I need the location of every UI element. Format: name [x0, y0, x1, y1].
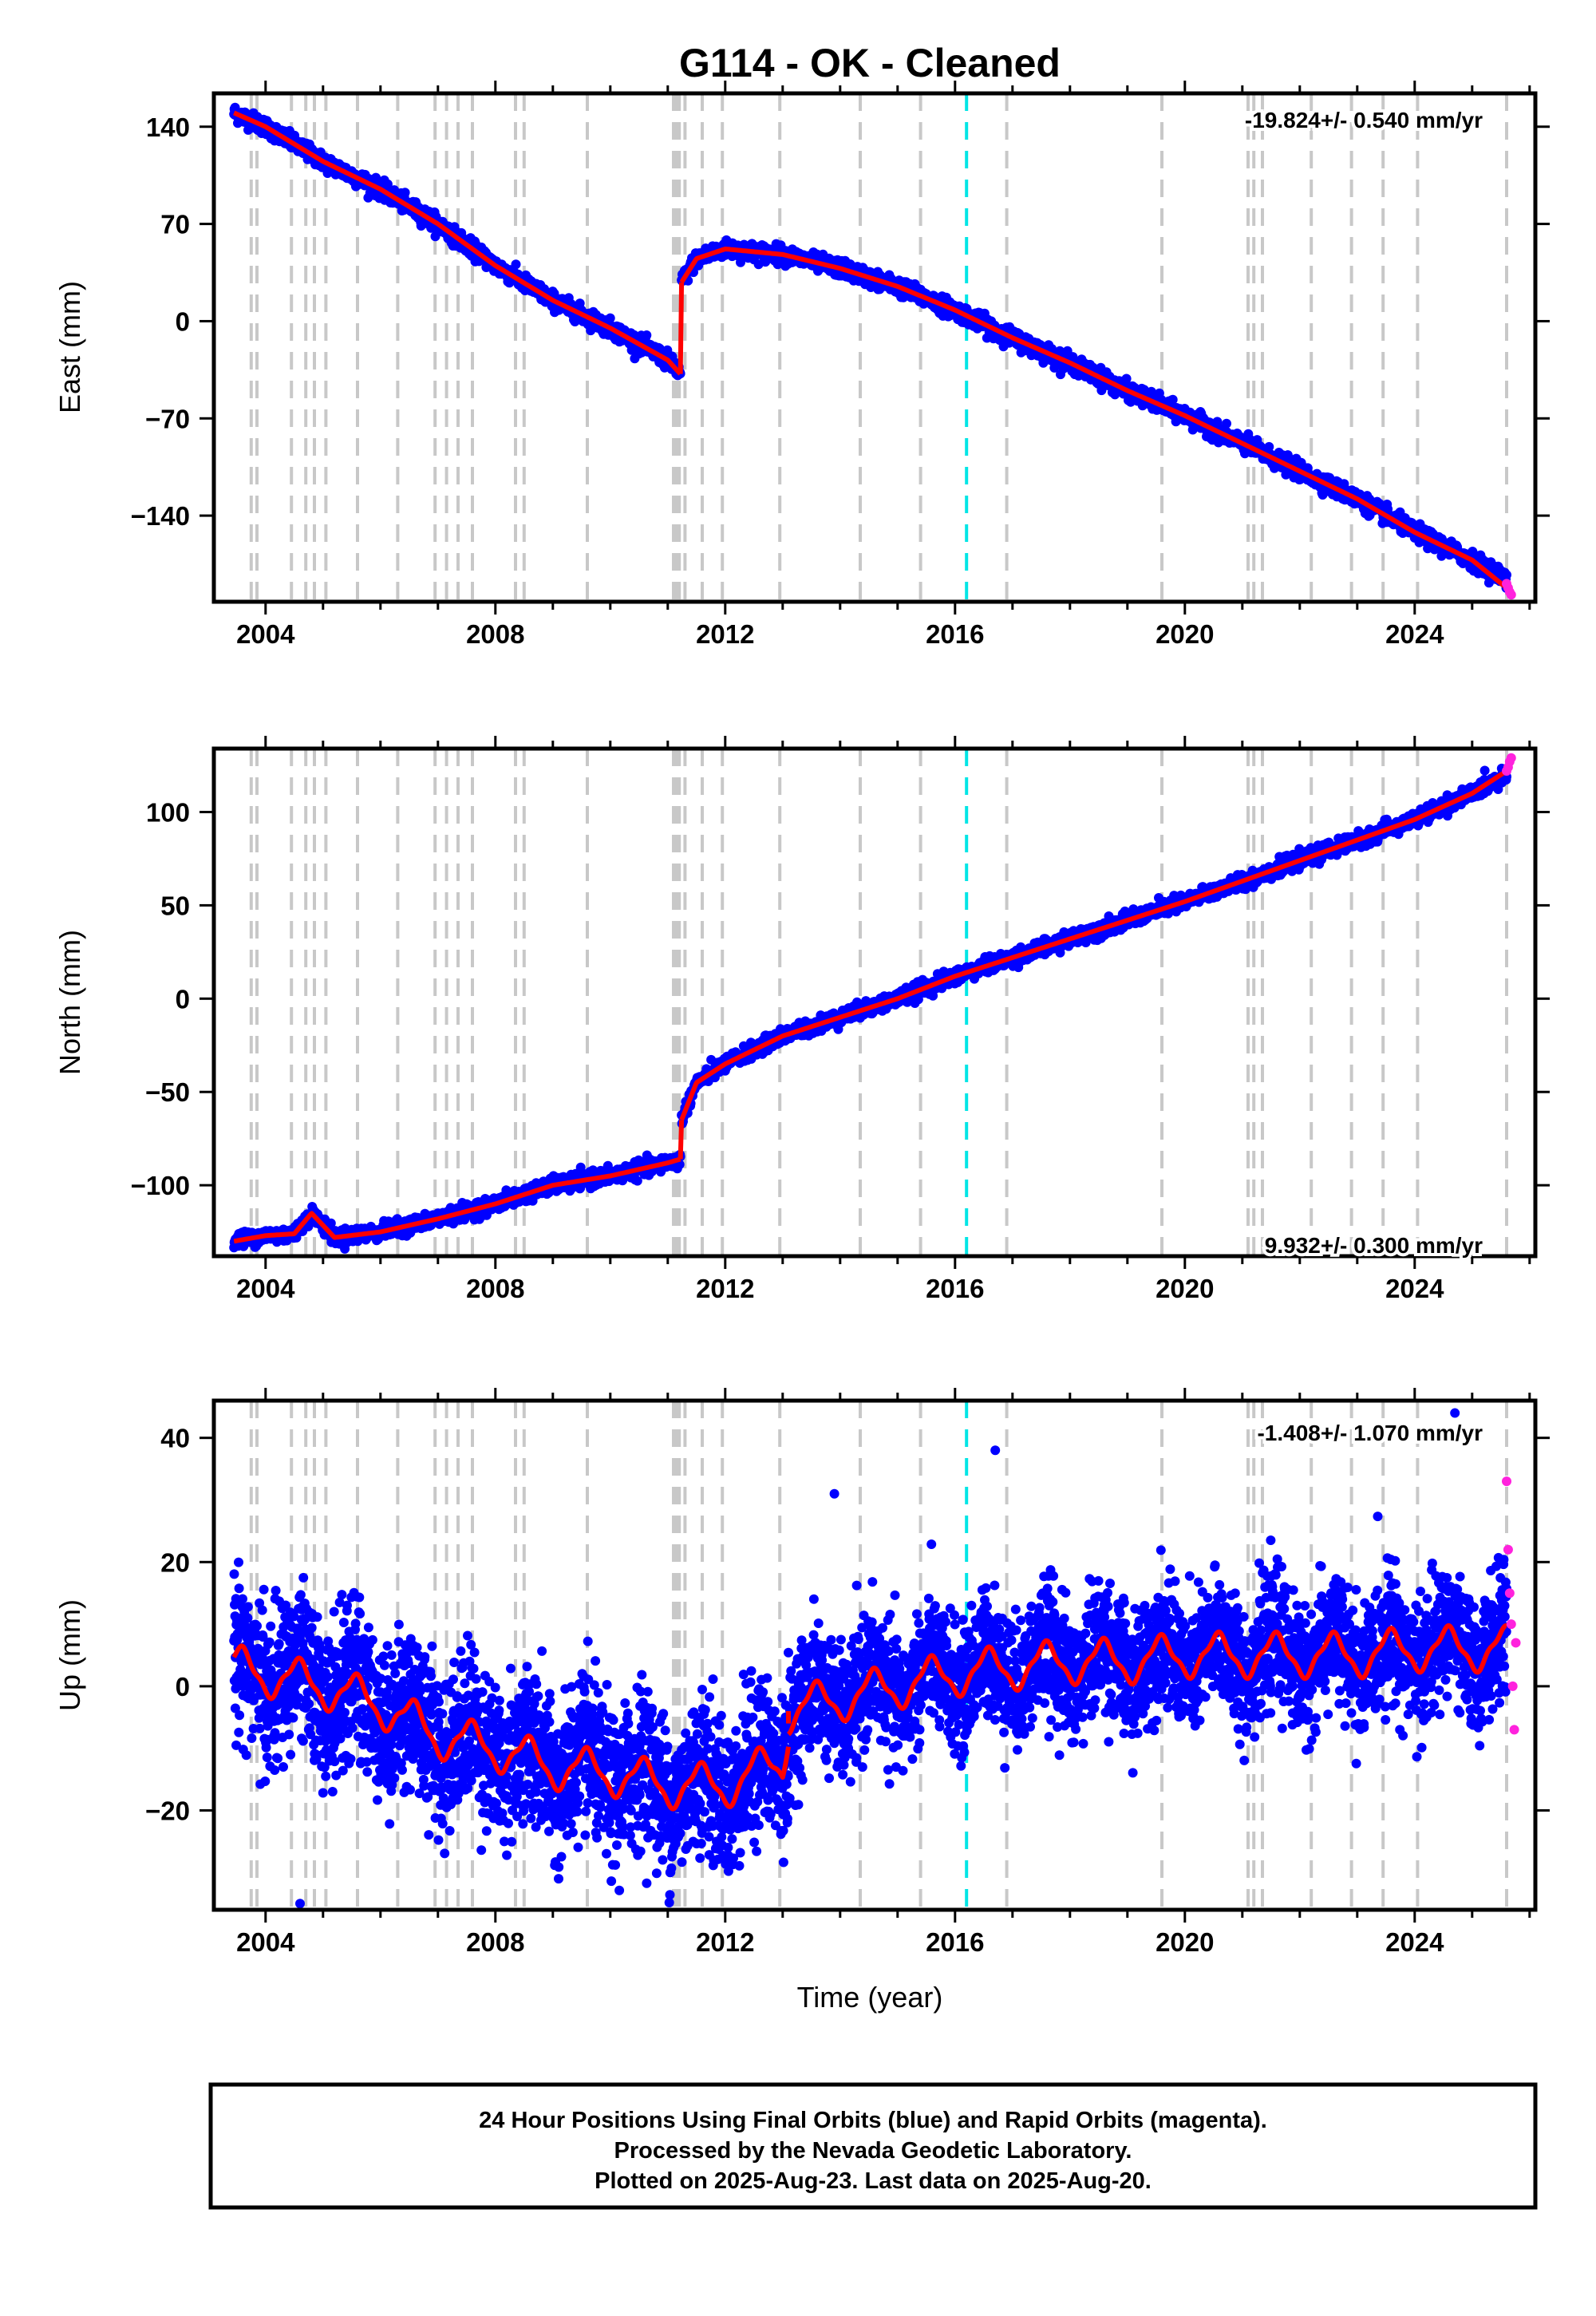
rapid-orbit-point	[1506, 590, 1516, 600]
final-orbit-point	[1222, 418, 1231, 429]
model-line	[679, 247, 1508, 590]
final-orbit-points	[229, 102, 1511, 593]
north-panel: 2004 2008 2012 2016 2020 2024100500−50−100Nor…	[53, 736, 1550, 1303]
final-orbit-point	[511, 259, 521, 270]
y-tick-label: 70	[160, 210, 190, 239]
x-tick-label: 2012	[696, 619, 754, 649]
figure-title: G114 - OK - Cleaned	[679, 41, 1061, 85]
final-orbit-point	[326, 1218, 336, 1228]
x-tick-label: 2020	[1156, 619, 1214, 649]
x-tick-label: 2004	[236, 619, 295, 649]
y-axis-title: East (mm)	[53, 281, 86, 413]
final-orbit-point	[1167, 394, 1178, 405]
velocity-rate-label: -19.824+/- 0.540 mm/yr	[1245, 108, 1483, 132]
final-orbit-point	[632, 1176, 642, 1186]
final-orbit-point	[1502, 570, 1511, 580]
final-orbit-point	[642, 330, 652, 340]
east-panel: 2004 2008 2012 2016 2020 2024 140 70 0 −70 −140 Eas…	[53, 81, 1550, 649]
y-tick-label: 0	[176, 306, 190, 336]
model-line	[232, 110, 682, 376]
x-tick-label: 2016	[926, 619, 984, 649]
plot-area	[229, 749, 1516, 1256]
final-orbit-point	[1121, 373, 1132, 384]
y-tick-label: 140	[146, 113, 190, 142]
y-tick-label: −140	[131, 501, 190, 531]
y-tick-label: −70	[145, 404, 190, 433]
x-tick-label: 2008	[466, 619, 524, 649]
final-orbit-point	[1264, 441, 1274, 452]
plot-area	[229, 93, 1516, 602]
final-orbit-point	[400, 188, 410, 198]
x-tick-label: 2024	[1385, 619, 1444, 649]
final-orbit-point	[605, 313, 615, 323]
panel-frame	[211, 91, 1538, 604]
